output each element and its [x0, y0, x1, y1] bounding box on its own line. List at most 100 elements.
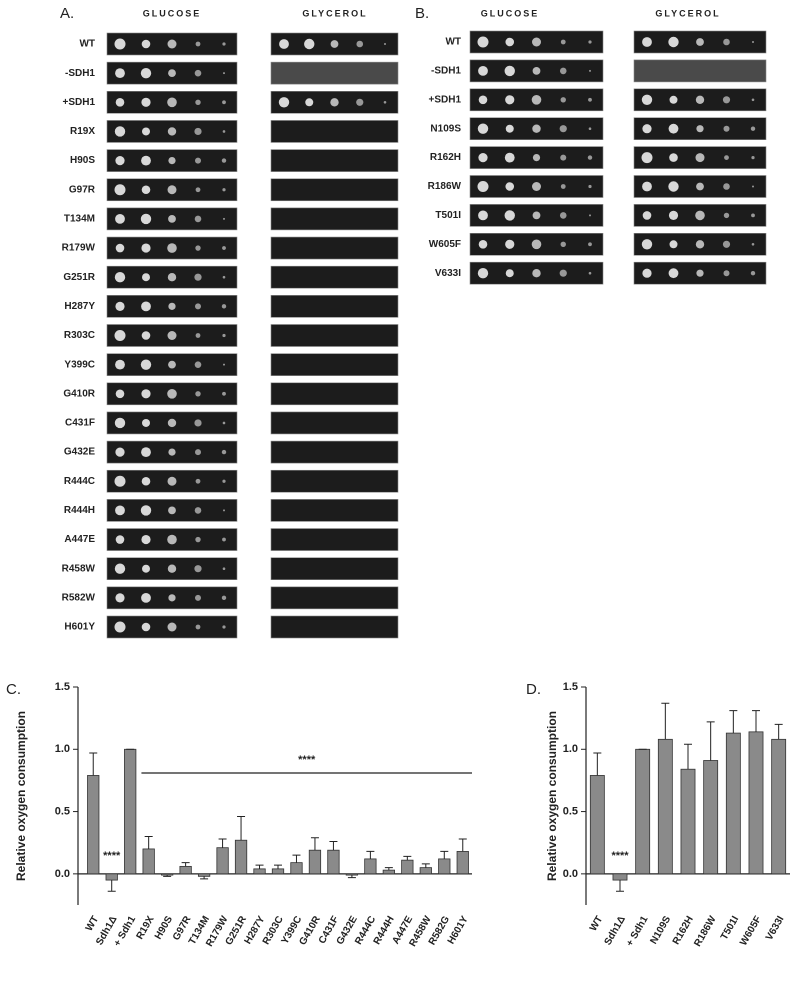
bar	[105, 873, 118, 881]
error-bar	[107, 880, 116, 892]
colony-spot	[560, 241, 566, 247]
colony-spot	[115, 535, 125, 544]
colony-spot	[142, 273, 150, 282]
colony-spot	[194, 127, 202, 136]
colony-spot	[167, 622, 177, 632]
colony-spot	[532, 154, 541, 162]
bar	[438, 858, 451, 875]
y-tick-label: 0.5	[55, 805, 70, 817]
colony-spot	[194, 361, 202, 368]
colony-spot	[477, 181, 489, 192]
colony-spot	[115, 447, 125, 457]
colony-spot	[532, 182, 541, 191]
strain-label: G410R	[63, 388, 95, 399]
colony-spot	[114, 330, 126, 341]
colony-spot	[221, 449, 227, 455]
colony-spot	[723, 270, 730, 277]
colony-spot	[478, 240, 488, 249]
colony-spot	[222, 130, 226, 133]
colony-spot	[114, 126, 126, 137]
colony-spot	[750, 126, 756, 131]
colony-spot	[222, 333, 226, 338]
y-axis-label: Relative oxygen consumption	[14, 711, 28, 881]
colony-spot	[751, 98, 755, 102]
colony-spot	[167, 476, 177, 486]
colony-spot	[223, 217, 225, 220]
colony-spot	[668, 210, 679, 220]
colony-spot	[223, 72, 225, 75]
colony-spot	[505, 95, 515, 105]
colony-spot	[223, 363, 225, 366]
error-bar	[684, 743, 692, 770]
colony-spot	[141, 389, 151, 399]
colony-spot	[142, 418, 150, 427]
panel-label: A.	[60, 5, 74, 22]
colony-spot	[722, 96, 731, 104]
colony-spot	[478, 153, 488, 163]
colony-spot	[114, 475, 126, 487]
colony-spot	[115, 359, 125, 370]
colony-spot	[505, 182, 515, 191]
colony-spot	[588, 127, 592, 130]
colony-spot	[195, 99, 201, 106]
bar	[197, 873, 211, 877]
colony-spot	[115, 301, 125, 311]
colony-spot	[751, 213, 755, 218]
plate	[270, 528, 399, 551]
colony-spot	[587, 155, 593, 160]
colony-spot	[278, 97, 290, 108]
colony-spot	[505, 124, 514, 133]
strain-label: H601Y	[64, 622, 95, 633]
plate	[270, 207, 399, 231]
colony-spot	[695, 240, 705, 249]
bar	[161, 873, 174, 876]
colony-spot	[384, 43, 386, 45]
bar	[179, 865, 192, 875]
plate	[633, 59, 767, 83]
colony-spot	[589, 214, 591, 217]
colony-spot	[330, 40, 339, 48]
strain-label: T501I	[435, 210, 461, 221]
strain-label: R303C	[64, 330, 95, 341]
colony-spot	[505, 37, 515, 47]
colony-spot	[168, 215, 176, 223]
colony-spot	[383, 101, 387, 104]
colony-spot	[330, 98, 339, 107]
error-bar	[163, 875, 172, 877]
colony-spot	[167, 127, 177, 136]
colony-spot	[560, 184, 566, 189]
colony-spot	[194, 507, 202, 514]
colony-spot	[168, 69, 176, 78]
colony-spot	[195, 594, 201, 601]
colony-spot	[532, 211, 541, 220]
colony-spot	[588, 97, 592, 102]
significance-mark: ****	[611, 850, 629, 862]
colony-spot	[723, 212, 730, 219]
colony-spot	[140, 505, 152, 516]
colony-spot	[642, 124, 652, 134]
colony-spot	[531, 95, 542, 105]
x-tick-label: + Sdh1	[624, 914, 650, 949]
colony-spot	[752, 41, 754, 43]
colony-spot	[194, 215, 202, 223]
colony-spot	[167, 331, 177, 340]
colony-spot	[195, 245, 201, 251]
colony-spot	[167, 243, 177, 253]
colony-spot	[696, 125, 704, 133]
bar	[612, 873, 628, 881]
colony-spot	[222, 188, 226, 192]
y-tick-label: 1.0	[55, 743, 70, 755]
bar	[635, 748, 651, 875]
colony-spot	[669, 95, 678, 104]
colony-spot	[695, 95, 705, 105]
colony-spot	[305, 98, 314, 107]
colony-spot	[167, 39, 177, 49]
colony-spot	[477, 268, 489, 279]
colony-spot	[723, 183, 730, 190]
colony-spot	[141, 185, 151, 195]
bar	[456, 851, 469, 875]
column-header: GLYCEROL	[302, 8, 367, 18]
colony-spot	[115, 243, 125, 253]
y-tick-label: 1.5	[55, 681, 70, 693]
